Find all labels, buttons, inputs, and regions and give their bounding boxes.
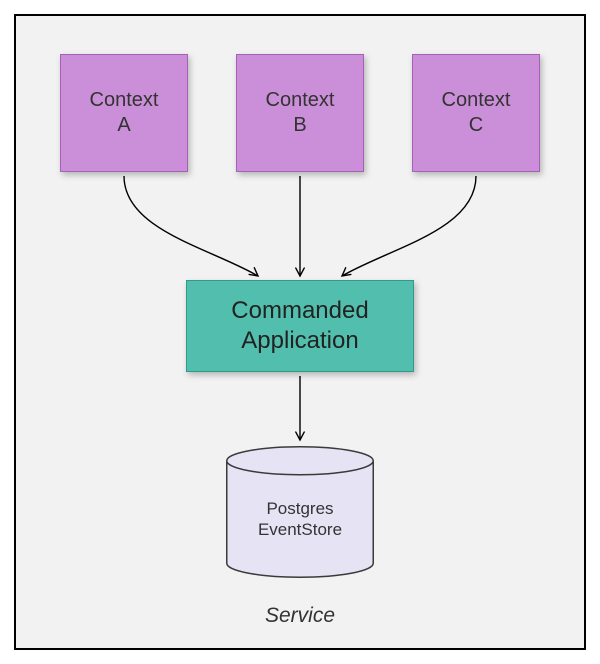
- diagram-canvas: Context A Context B Context C Commanded …: [0, 0, 600, 664]
- context-c-label-line1: Context: [442, 88, 511, 113]
- postgres-eventstore-label-line2: EventStore: [258, 520, 342, 539]
- service-label: Service: [0, 604, 600, 628]
- context-b-label-line2: B: [293, 113, 306, 138]
- context-a-label-line2: A: [117, 113, 130, 138]
- postgres-eventstore-label-line1: Postgres: [266, 499, 333, 518]
- context-b-label-line1: Context: [266, 88, 335, 113]
- commanded-application-box: Commanded Application: [186, 280, 414, 372]
- context-a-note: Context A: [60, 54, 188, 172]
- context-c-note: Context C: [412, 54, 540, 172]
- commanded-application-label-line1: Commanded: [231, 296, 368, 326]
- context-b-note: Context B: [236, 54, 364, 172]
- context-c-label-line2: C: [469, 113, 483, 138]
- commanded-application-label-line2: Application: [241, 326, 358, 356]
- context-a-label-line1: Context: [90, 88, 159, 113]
- postgres-eventstore-cylinder: Postgres EventStore: [226, 446, 374, 578]
